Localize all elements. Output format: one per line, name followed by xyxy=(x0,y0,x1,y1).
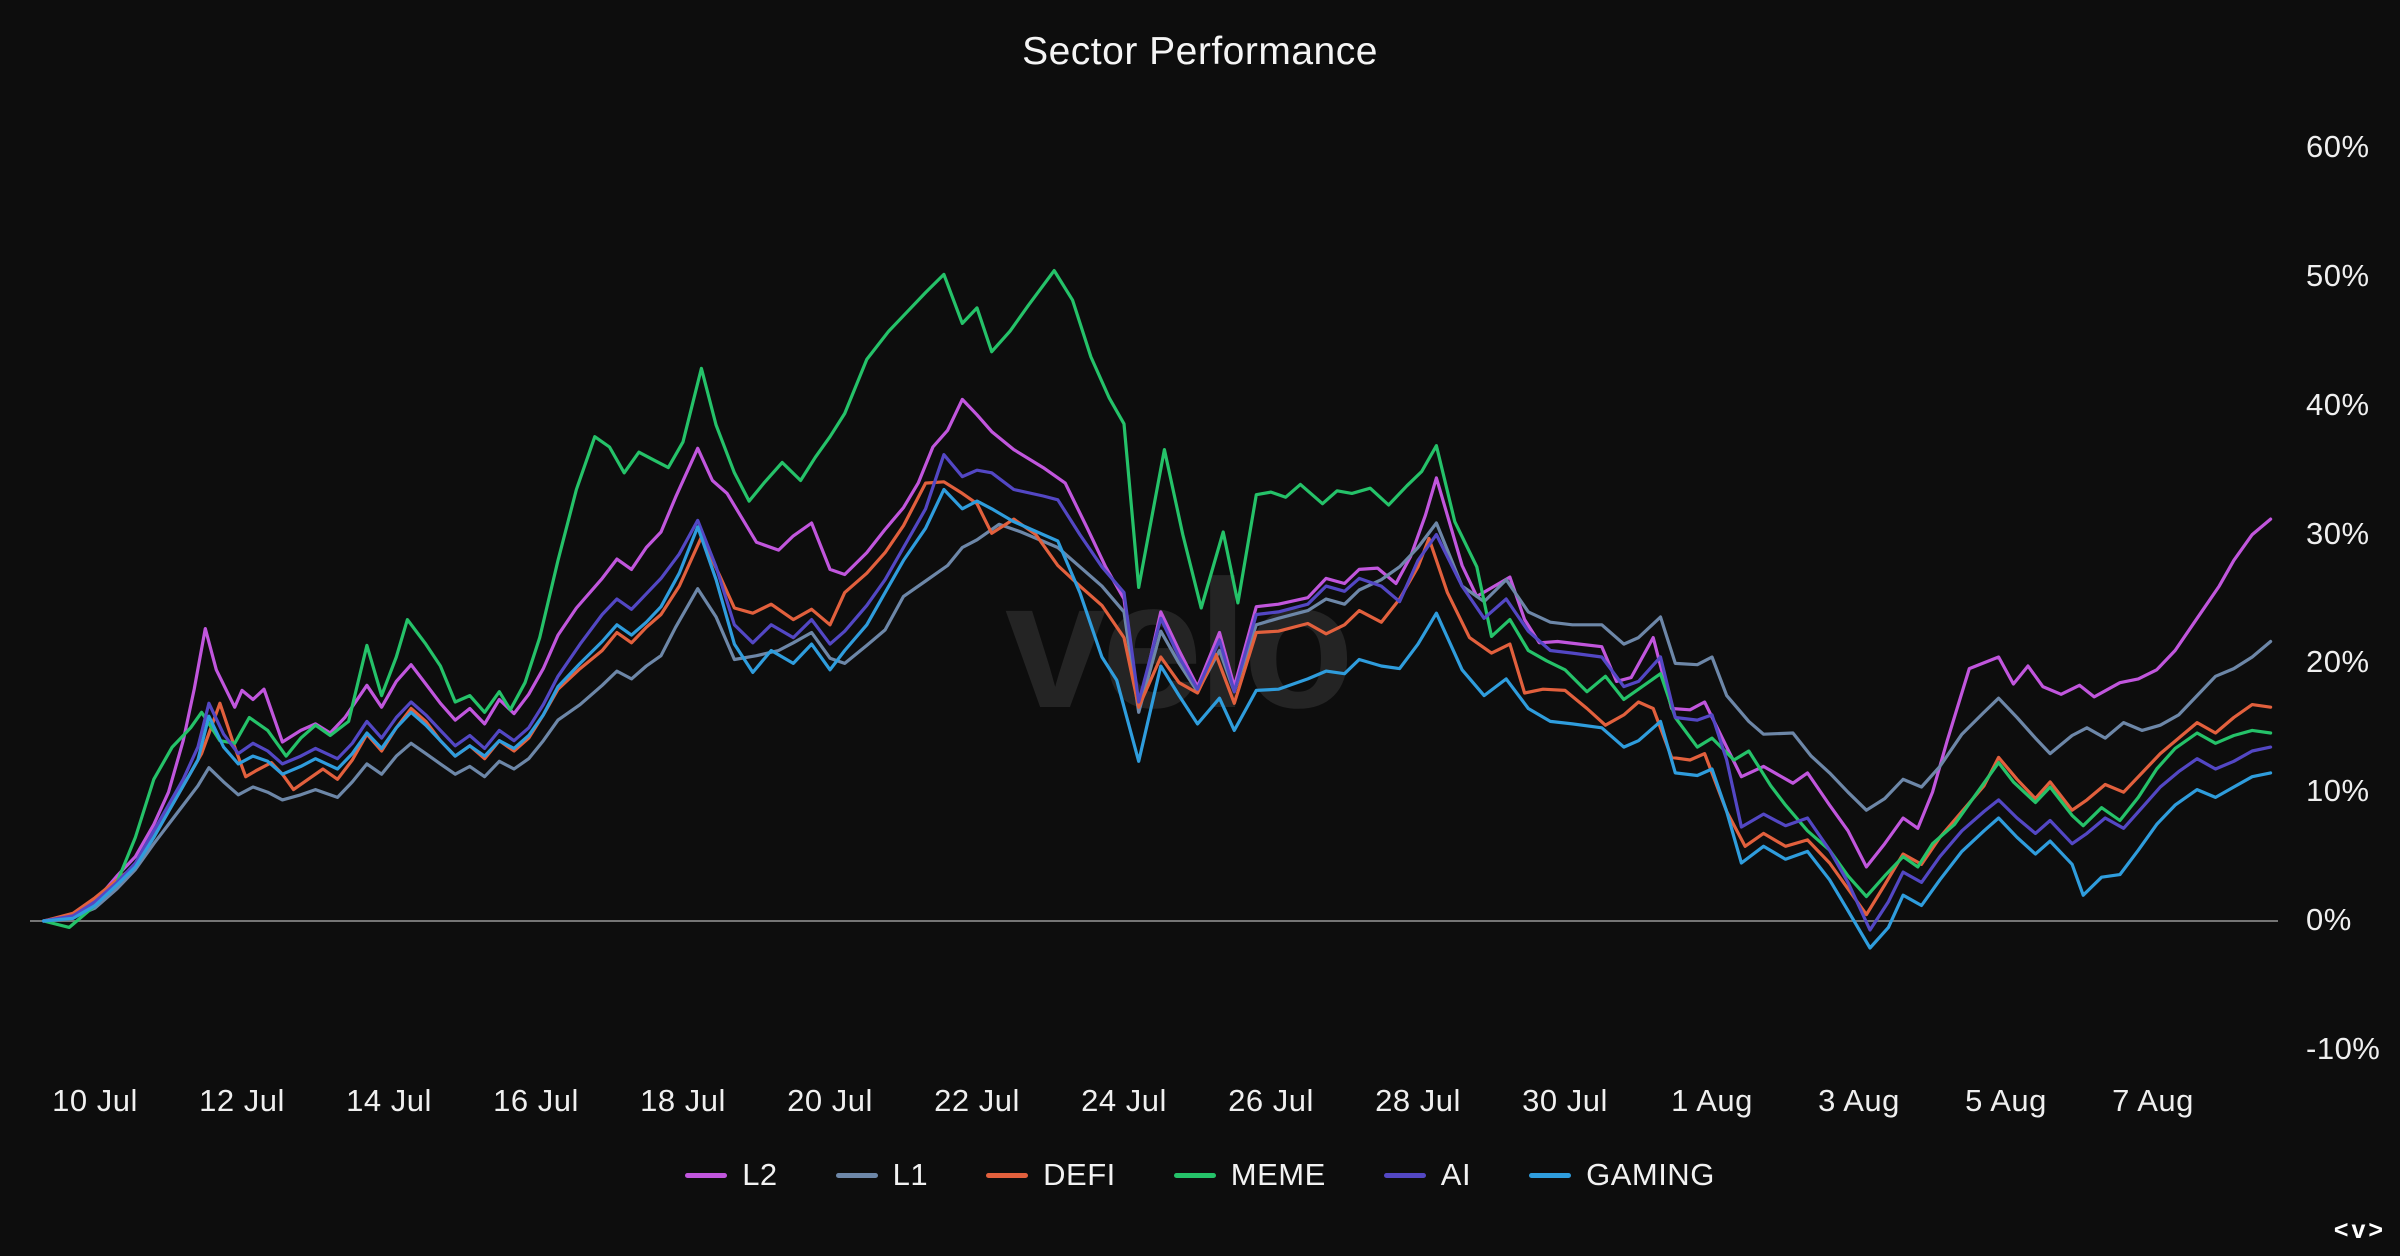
legend-item-l1[interactable]: L1 xyxy=(835,1157,929,1193)
y-tick-label-10: 10% xyxy=(2306,773,2370,809)
series-line-meme xyxy=(41,269,2273,930)
y-tick-label--10: -10% xyxy=(2306,1030,2381,1066)
series-line-ai xyxy=(41,453,2273,932)
series-line-l1 xyxy=(41,521,2273,923)
x-tick-label-24-jul: 24 Jul xyxy=(1081,1083,1167,1118)
legend-swatch-defi xyxy=(986,1172,1029,1178)
legend-swatch-l2 xyxy=(685,1172,728,1178)
x-tick-label-10-jul: 10 Jul xyxy=(52,1083,138,1118)
x-tick-label-12-jul: 12 Jul xyxy=(199,1083,285,1118)
x-tick-label-26-jul: 26 Jul xyxy=(1228,1083,1314,1118)
legend-swatch-l1 xyxy=(835,1172,878,1178)
x-tick-label-14-jul: 14 Jul xyxy=(346,1083,432,1118)
x-tick-label-1-aug: 1 Aug xyxy=(1671,1083,1753,1118)
legend-label-ai: AI xyxy=(1440,1157,1472,1192)
legend-label-l2: L2 xyxy=(742,1157,778,1192)
y-tick-label-30: 30% xyxy=(2306,515,2370,551)
x-tick-label-18-jul: 18 Jul xyxy=(640,1083,726,1118)
y-tick-label-40: 40% xyxy=(2306,386,2370,422)
chart-legend: L2 L1 DEFI MEME AI GAMING xyxy=(0,1157,2400,1193)
legend-label-gaming: GAMING xyxy=(1586,1157,1715,1192)
legend-item-defi[interactable]: DEFI xyxy=(986,1157,1116,1193)
legend-item-l2[interactable]: L2 xyxy=(685,1157,777,1193)
x-tick-label-20-jul: 20 Jul xyxy=(787,1083,873,1118)
x-tick-label-30-jul: 30 Jul xyxy=(1522,1083,1608,1118)
series-line-gaming xyxy=(41,487,2273,950)
x-tick-label-5-aug: 5 Aug xyxy=(1965,1083,2047,1118)
x-tick-label-28-jul: 28 Jul xyxy=(1375,1083,1461,1118)
legend-label-meme: MEME xyxy=(1230,1157,1326,1192)
legend-swatch-meme xyxy=(1173,1172,1216,1178)
y-tick-label-60: 60% xyxy=(2306,129,2370,165)
y-tick-label-50: 50% xyxy=(2306,258,2370,293)
x-tick-label-3-aug: 3 Aug xyxy=(1818,1083,1900,1118)
legend-item-gaming[interactable]: GAMING xyxy=(1529,1157,1715,1193)
legend-swatch-gaming xyxy=(1529,1172,1572,1178)
chart-title: Sector Performance xyxy=(1022,30,1378,73)
x-tick-label-22-jul: 22 Jul xyxy=(934,1083,1020,1118)
legend-swatch-ai xyxy=(1383,1172,1426,1178)
series-line-l2 xyxy=(41,397,2273,923)
legend-item-meme[interactable]: MEME xyxy=(1173,1157,1326,1193)
legend-label-defi: DEFI xyxy=(1043,1157,1116,1192)
y-tick-label-0: 0% xyxy=(2306,902,2352,937)
x-tick-label-7-aug: 7 Aug xyxy=(2112,1083,2194,1118)
legend-item-ai[interactable]: AI xyxy=(1383,1157,1472,1193)
legend-label-l1: L1 xyxy=(892,1157,929,1192)
y-tick-label-20: 20% xyxy=(2306,644,2370,680)
x-tick-label-16-jul: 16 Jul xyxy=(493,1083,579,1118)
velo-logo: <v> xyxy=(2333,1216,2386,1244)
velo-watermark: velo xyxy=(1005,542,1354,746)
